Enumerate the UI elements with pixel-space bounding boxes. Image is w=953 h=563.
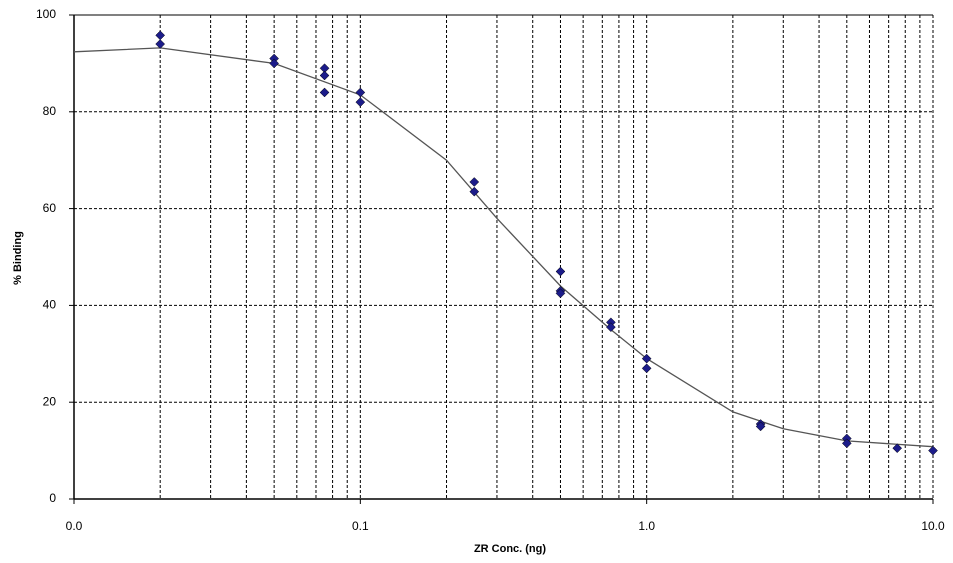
data-point: [556, 267, 565, 276]
x-axis-label: ZR Conc. (ng): [474, 543, 546, 555]
x-tick-label: 0.1: [352, 519, 369, 533]
data-point: [320, 71, 329, 80]
y-axis-label: % Binding: [12, 231, 24, 285]
y-tick-label: 100: [36, 7, 56, 21]
data-point: [356, 88, 365, 97]
data-point: [929, 446, 938, 455]
y-tick-label: 80: [43, 104, 57, 118]
fit-curve: [74, 48, 933, 447]
x-tick-label: 10.0: [921, 519, 945, 533]
data-point: [642, 364, 651, 373]
data-point: [320, 88, 329, 97]
y-tick-label: 0: [49, 491, 56, 505]
y-tick-label: 20: [43, 394, 57, 408]
y-tick-label: 40: [43, 298, 57, 312]
data-point: [470, 177, 479, 186]
data-point: [156, 40, 165, 49]
chart: % Binding ZR Conc. (ng) 0.0 0.1 1.0 10.0 0 20…: [0, 0, 953, 563]
data-point: [156, 31, 165, 40]
data-point: [356, 98, 365, 107]
x-tick-label: 1.0: [638, 519, 655, 533]
x-tick-label: 0.0: [66, 519, 83, 533]
y-tick-label: 60: [43, 201, 57, 215]
